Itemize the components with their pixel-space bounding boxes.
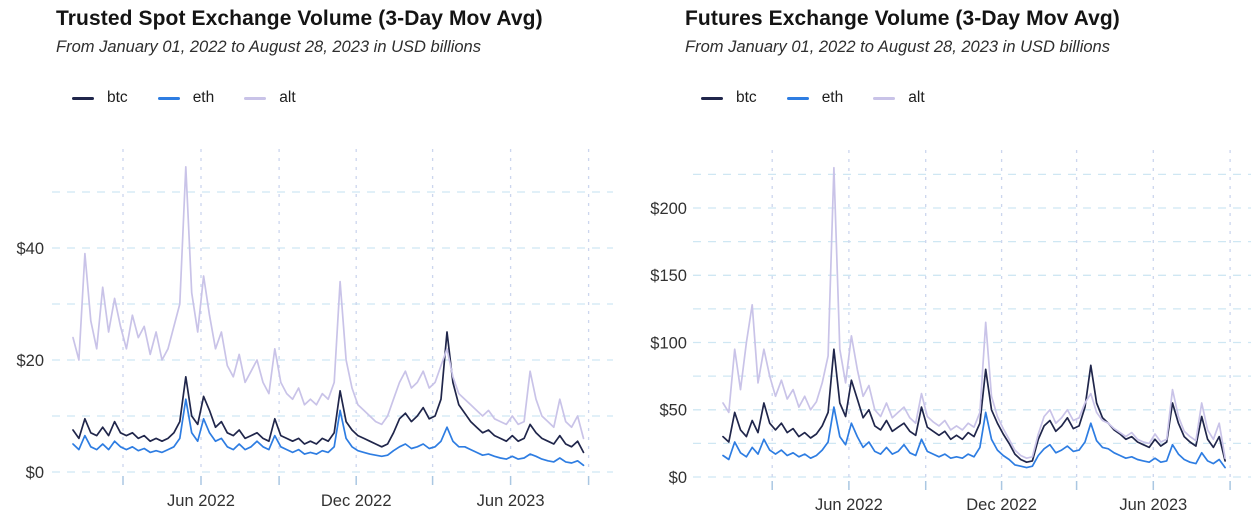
spot-volume-chart-panel: Trusted Spot Exchange Volume (3-Day Mov …	[16, 7, 613, 510]
spot-plot-area: $0 $20 $40 Jun 2022 Dec 2022 Jun 2023	[16, 149, 613, 510]
y-axis-label: $50	[659, 402, 687, 420]
legend-item-eth: eth	[157, 89, 215, 107]
legend-item-eth: eth	[786, 89, 844, 107]
futures-chart-subtitle: From January 01, 2022 to August 28, 2023…	[685, 38, 1110, 56]
legend-label-eth: eth	[821, 89, 844, 106]
x-axis-label: Jun 2022	[815, 496, 883, 514]
legend-item-btc: btc	[72, 89, 128, 107]
spot-chart-title: Trusted Spot Exchange Volume (3-Day Mov …	[56, 7, 543, 30]
futures-volume-chart-panel: Futures Exchange Volume (3-Day Mov Avg) …	[629, 0, 1258, 530]
alt-line-swatch-icon	[873, 96, 896, 100]
y-axis-label: $100	[650, 334, 687, 352]
legend-item-btc: btc	[701, 89, 757, 107]
legend-item-alt: alt	[873, 89, 925, 107]
x-axis-label: Dec 2022	[966, 496, 1037, 514]
spot-chart-subtitle: From January 01, 2022 to August 28, 2023…	[56, 38, 481, 56]
x-axis-label: Dec 2022	[321, 492, 392, 510]
alt-line-swatch-icon	[244, 96, 267, 100]
legend-item-alt: alt	[244, 89, 296, 107]
y-axis-label: $40	[16, 240, 44, 258]
eth-line-swatch-icon	[157, 96, 180, 100]
y-axis-label: $20	[16, 352, 44, 370]
x-axis-label: Jun 2023	[1119, 496, 1187, 514]
y-axis-label: $0	[26, 464, 44, 482]
futures-chart-legend: btc eth alt	[701, 89, 925, 107]
legend-label-alt: alt	[908, 89, 925, 106]
eth-series-line	[722, 406, 1226, 469]
btc-series-line	[722, 348, 1226, 464]
legend-label-eth: eth	[192, 89, 215, 106]
btc-line-swatch-icon	[72, 96, 94, 100]
eth-line-swatch-icon	[786, 96, 809, 100]
y-axis-label: $200	[650, 200, 687, 218]
futures-chart-title: Futures Exchange Volume (3-Day Mov Avg)	[685, 7, 1120, 30]
legend-label-btc: btc	[107, 89, 128, 106]
y-axis-label: $0	[669, 469, 687, 487]
x-axis-label: Jun 2023	[477, 492, 545, 510]
legend-label-alt: alt	[279, 89, 296, 106]
x-axis-label: Jun 2022	[167, 492, 235, 510]
y-axis-label: $150	[650, 267, 687, 285]
eth-series-line	[72, 398, 585, 467]
spot-chart-legend: btc eth alt	[72, 89, 296, 107]
btc-line-swatch-icon	[701, 96, 723, 100]
alt-series-line	[722, 166, 1226, 460]
futures-plot-area: $0 $50 $100 $150 $200 Jun 2022 Dec 2022 Jun 202…	[650, 150, 1251, 514]
btc-series-line	[72, 331, 585, 454]
legend-label-btc: btc	[736, 89, 757, 106]
alt-series-line	[72, 165, 585, 440]
